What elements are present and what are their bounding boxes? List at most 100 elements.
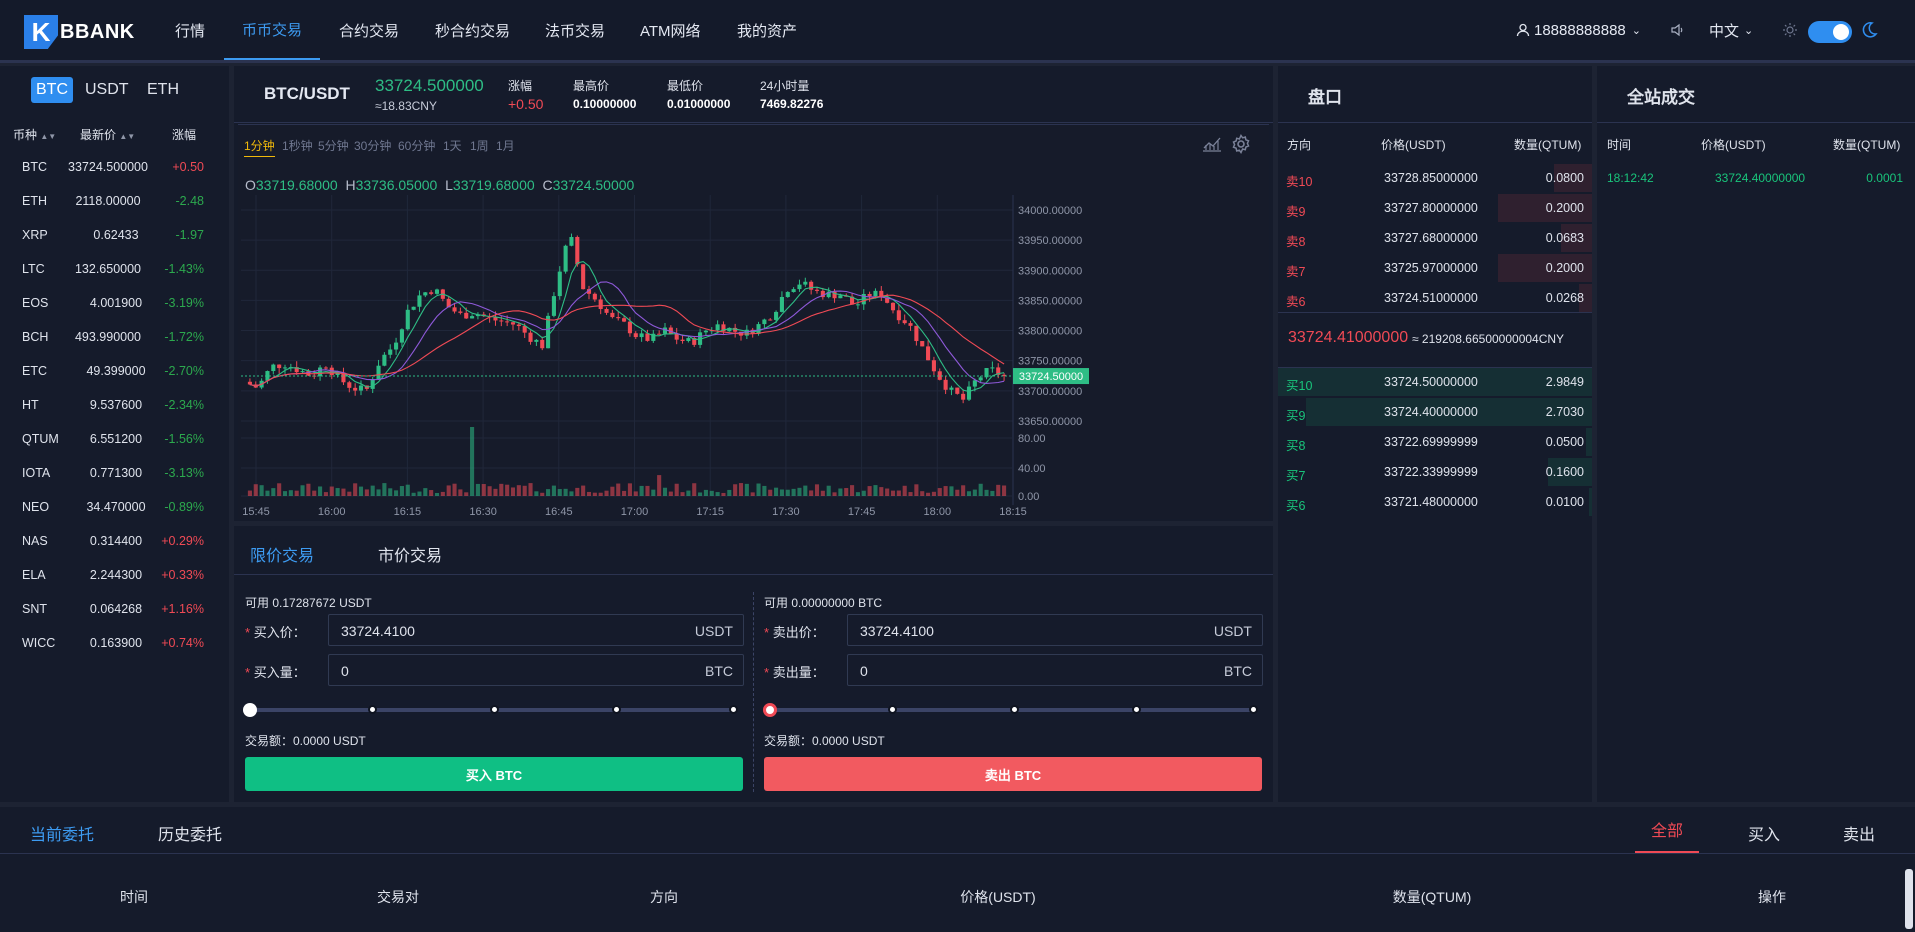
logo[interactable]: K BBANK — [24, 15, 135, 49]
slider-mark-100[interactable] — [1249, 705, 1258, 714]
theme-toggle[interactable] — [1808, 21, 1852, 43]
interval-2[interactable]: 5分钟 — [318, 139, 349, 153]
volume-bar — [721, 492, 726, 496]
bid-row[interactable]: 买6 33721.48000000 0.0100 — [1278, 487, 1592, 517]
market-row[interactable]: ETH 2118.00000 -2.48 — [0, 184, 228, 218]
nav-atm-network[interactable]: ATM网络 — [640, 22, 701, 40]
market-row[interactable]: NEO 34.470000 -0.89% — [0, 490, 228, 524]
ask-row[interactable]: 卖9 33727.80000000 0.2000 — [1278, 193, 1592, 223]
settings-gear-icon[interactable] — [1231, 133, 1251, 159]
volume-bar — [440, 491, 445, 496]
filter-sell[interactable]: 卖出 — [1843, 827, 1876, 844]
market-row[interactable]: BTC 33724.500000 +0.50 — [0, 150, 228, 184]
slider-mark-25[interactable] — [368, 705, 377, 714]
market-change: -1.43% — [164, 262, 204, 276]
market-price: 0.163900 — [89, 636, 143, 650]
tab-eth[interactable]: ETH — [147, 81, 179, 98]
nav-second-contract[interactable]: 秒合约交易 — [435, 22, 511, 40]
bid-row[interactable]: 买7 33722.33999999 0.1600 — [1278, 457, 1592, 487]
interval-0[interactable]: 1分钟 — [244, 137, 275, 157]
slider-mark-100[interactable] — [729, 705, 738, 714]
tab-history-orders[interactable]: 历史委托 — [158, 827, 223, 844]
market-row[interactable]: XRP 0.62433 -1.97 — [0, 218, 228, 252]
buy-amount-slider[interactable] — [243, 703, 738, 717]
sort-icon: ▲▼ — [119, 132, 136, 141]
bid-row[interactable]: 买9 33724.40000000 2.7030 — [1278, 397, 1592, 427]
tab-usdt[interactable]: USDT — [85, 81, 129, 98]
market-row[interactable]: QTUM 6.551200 -1.56% — [0, 422, 228, 456]
ask-row[interactable]: 卖10 33728.85000000 0.0800 — [1278, 163, 1592, 193]
depth-bar — [1306, 398, 1592, 426]
col-coin-header[interactable]: 币种 ▲▼ — [13, 126, 56, 143]
buy-button[interactable]: 买入 BTC — [245, 757, 743, 791]
volume-bar — [774, 487, 779, 496]
buy-amount-input[interactable]: 0 BTC — [328, 654, 744, 686]
tab-current-orders[interactable]: 当前委托 — [30, 827, 95, 844]
slider-mark-75[interactable] — [612, 705, 621, 714]
market-row[interactable]: ELA 2.244300 +0.33% — [0, 558, 228, 592]
buy-total: 交易额：0.0000 USDT — [245, 734, 366, 748]
market-row[interactable]: IOTA 0.771300 -3.13% — [0, 456, 228, 490]
nav-spot-trading[interactable]: 币币交易 — [224, 0, 321, 60]
filter-buy[interactable]: 买入 — [1748, 827, 1781, 844]
candle-body — [850, 296, 855, 305]
filter-all[interactable]: 全部 — [1635, 807, 1699, 853]
slider-mark-25[interactable] — [888, 705, 897, 714]
market-row[interactable]: BCH 493.990000 -1.72% — [0, 320, 228, 354]
candle-body — [914, 325, 919, 342]
sound-icon[interactable] — [1670, 0, 1686, 60]
x-tick-label: 17:15 — [696, 506, 724, 518]
slider-handle[interactable] — [243, 703, 257, 717]
slider-mark-75[interactable] — [1132, 705, 1141, 714]
market-row[interactable]: ETC 49.399000 -2.70% — [0, 354, 228, 388]
slider-mark-50[interactable] — [1010, 705, 1019, 714]
ask-row[interactable]: 卖7 33725.97000000 0.2000 — [1278, 253, 1592, 283]
volume-bar — [955, 489, 960, 496]
volume-bar — [715, 492, 720, 496]
volume-bar — [452, 483, 457, 496]
slider-mark-50[interactable] — [490, 705, 499, 714]
sell-amount-slider[interactable] — [763, 703, 1258, 717]
nav-contract-trading[interactable]: 合约交易 — [339, 22, 400, 40]
interval-5[interactable]: 1天 — [443, 139, 462, 153]
chart-area[interactable]: 1分钟 1秒钟 5分钟 30分钟 60分钟 1天 1周 1月 O33719.68000 H33… — [238, 124, 1269, 519]
ask-row[interactable]: 卖8 33727.68000000 0.0683 — [1278, 223, 1592, 253]
volume-bar — [411, 492, 416, 496]
volume-bar — [382, 483, 387, 496]
bid-row[interactable]: 买10 33724.50000000 2.9849 — [1278, 367, 1592, 397]
col-price-header[interactable]: 最新价 ▲▼ — [80, 126, 135, 143]
market-row[interactable]: WICC 0.163900 +0.74% — [0, 626, 228, 660]
order-price: 33725.97000000 — [1384, 261, 1478, 275]
market-row[interactable]: HT 9.537600 -2.34% — [0, 388, 228, 422]
tab-market-order[interactable]: 市价交易 — [378, 548, 443, 565]
nav-my-assets[interactable]: 我的资产 — [737, 22, 798, 40]
market-row[interactable]: EOS 4.001900 -3.19% — [0, 286, 228, 320]
interval-3[interactable]: 30分钟 — [354, 139, 392, 153]
language-select[interactable]: 中文 ⌄ — [1709, 0, 1753, 60]
sell-price-input[interactable]: 33724.4100 USDT — [847, 614, 1263, 646]
tab-btc[interactable]: BTC — [31, 77, 73, 103]
tab-limit-order[interactable]: 限价交易 — [250, 548, 315, 565]
market-coin: IOTA — [22, 466, 51, 480]
buy-price-input[interactable]: 33724.4100 USDT — [328, 614, 744, 646]
candle-body — [715, 324, 720, 331]
user-menu[interactable]: 18888888888 ⌄ — [1516, 0, 1641, 60]
chart-type-icon[interactable] — [1202, 135, 1222, 158]
nav-market[interactable]: 行情 — [175, 22, 206, 40]
interval-7[interactable]: 1月 — [496, 139, 515, 153]
slider-handle[interactable] — [763, 703, 777, 717]
market-row[interactable]: LTC 132.650000 -1.43% — [0, 252, 228, 286]
interval-6[interactable]: 1周 — [470, 139, 489, 153]
interval-4[interactable]: 60分钟 — [398, 139, 436, 153]
market-row[interactable]: SNT 0.064268 +1.16% — [0, 592, 228, 626]
sell-amount-input[interactable]: 0 BTC — [847, 654, 1263, 686]
market-row[interactable]: NAS 0.314400 +0.29% — [0, 524, 228, 558]
nav-fiat-trading[interactable]: 法币交易 — [545, 22, 606, 40]
bid-row[interactable]: 买8 33722.69999999 0.0500 — [1278, 427, 1592, 457]
sell-button[interactable]: 卖出 BTC — [764, 757, 1262, 791]
ask-row[interactable]: 卖6 33724.51000000 0.0268 — [1278, 283, 1592, 313]
scrollbar[interactable] — [1905, 869, 1913, 929]
interval-1[interactable]: 1秒钟 — [282, 139, 313, 153]
candle-body — [703, 330, 708, 333]
candle-body — [966, 386, 972, 400]
